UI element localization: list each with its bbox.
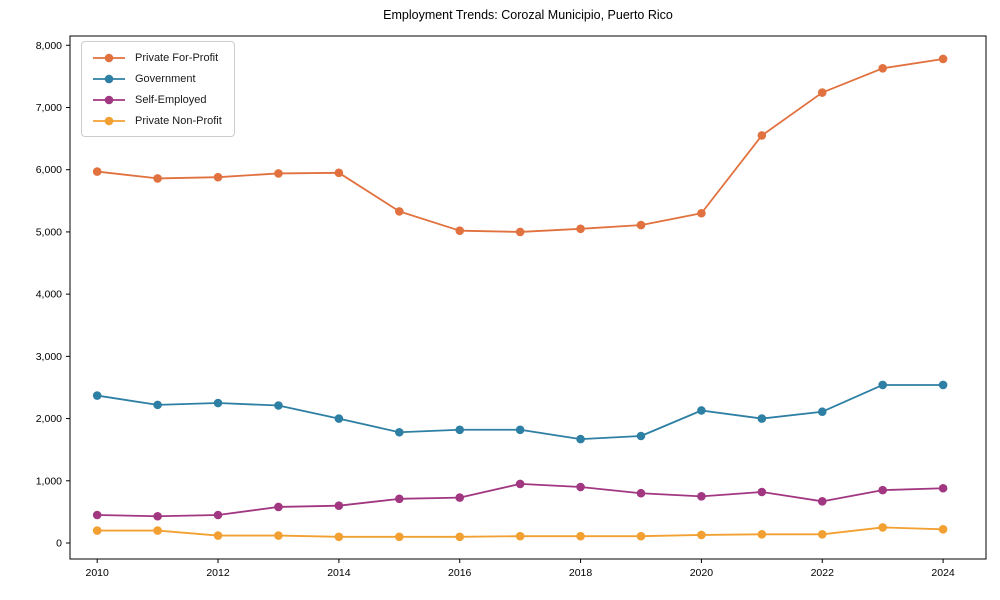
data-point-icon [515, 479, 525, 489]
data-point-icon [395, 494, 404, 504]
data-point-icon [757, 131, 767, 140]
legend-item-private-for-profit: Private For-Profit [92, 49, 222, 66]
data-point-icon [576, 531, 585, 541]
y-tick-label: 6,000 [36, 164, 62, 176]
data-point-icon [938, 483, 948, 493]
legend-line-marker-icon [93, 116, 125, 125]
x-tick-label: 2018 [569, 567, 593, 579]
legend: Private For-Profit Government Self-Employe… [81, 41, 235, 137]
data-point-icon [334, 168, 344, 178]
data-point-icon [817, 529, 827, 539]
data-point-icon [938, 380, 948, 390]
x-tick-label: 2020 [690, 567, 714, 579]
data-point-icon [213, 531, 223, 540]
y-tick-label: 1,000 [36, 475, 62, 487]
legend-item-label: Private For-Profit [135, 51, 219, 64]
legend-item-label: Self-Employed [135, 93, 207, 106]
data-point-icon [334, 532, 344, 542]
data-point-icon [817, 88, 827, 97]
data-point-icon [92, 167, 102, 176]
data-point-icon [92, 526, 102, 535]
legend-item-private-non-profit: Private Non-Profit [92, 112, 222, 129]
data-point-icon [334, 414, 344, 423]
data-point-icon [576, 224, 585, 234]
legend-line-marker-icon [93, 53, 125, 62]
data-point-icon [274, 502, 283, 512]
x-tick-label: 2010 [86, 567, 110, 579]
data-point-icon [757, 487, 767, 497]
data-point-icon [636, 431, 646, 441]
data-point-icon [576, 434, 585, 444]
x-tick-label: 2016 [448, 567, 472, 579]
data-point-icon [153, 526, 162, 535]
y-tick-label: 0 [56, 538, 62, 550]
data-point-icon [757, 529, 767, 539]
y-tick-label: 4,000 [36, 289, 62, 301]
data-point-icon [395, 427, 404, 437]
y-tick-label: 7,000 [36, 102, 62, 114]
data-point-icon [878, 485, 887, 495]
data-point-icon [455, 532, 465, 542]
data-point-icon [153, 511, 162, 521]
data-point-icon [817, 497, 827, 506]
data-point-icon [878, 380, 887, 390]
data-point-icon [274, 531, 283, 540]
legend-line-marker-icon [93, 74, 125, 83]
legend-item-self-employed: Self-Employed [92, 91, 222, 108]
x-tick-label: 2022 [811, 567, 835, 579]
data-point-icon [92, 391, 102, 400]
y-tick-label: 8,000 [36, 40, 62, 52]
data-point-icon [938, 525, 948, 534]
data-point-icon [697, 406, 706, 415]
legend-item-label: Private Non-Profit [135, 114, 222, 127]
series-line-self-employed [97, 483, 944, 518]
data-point-icon [153, 174, 162, 183]
data-point-icon [636, 531, 646, 541]
data-point-icon [697, 492, 706, 501]
data-point-icon [576, 482, 585, 492]
data-point-icon [92, 510, 102, 520]
data-point-icon [515, 227, 525, 237]
y-tick-label: 3,000 [36, 351, 62, 363]
data-point-icon [153, 400, 162, 410]
data-point-icon [213, 398, 223, 408]
data-point-icon [515, 531, 525, 541]
data-point-icon [274, 169, 283, 178]
data-point-icon [334, 501, 344, 510]
legend-item-label: Government [135, 72, 196, 85]
data-point-icon [213, 510, 223, 520]
chart-title: Employment Trends: Corozal Municipio, Pu… [383, 8, 673, 22]
data-point-icon [817, 407, 827, 417]
data-point-icon [213, 172, 223, 182]
data-point-icon [636, 488, 646, 498]
data-point-icon [455, 493, 465, 502]
legend-line-marker-icon [93, 95, 125, 104]
data-point-icon [878, 63, 887, 73]
legend-item-government: Government [92, 70, 222, 87]
data-point-icon [878, 523, 887, 532]
x-tick-label: 2024 [931, 567, 955, 579]
plot-frame [69, 35, 987, 560]
y-tick-label: 5,000 [36, 226, 62, 238]
data-point-icon [455, 425, 465, 435]
data-point-icon [697, 530, 706, 540]
data-point-icon [455, 226, 465, 235]
data-point-icon [636, 220, 646, 230]
data-point-icon [938, 54, 948, 64]
y-tick-label: 2,000 [36, 413, 62, 425]
data-point-icon [274, 401, 283, 410]
data-point-icon [395, 207, 404, 216]
data-point-icon [395, 532, 404, 542]
data-point-icon [757, 414, 767, 423]
x-tick-label: 2014 [327, 567, 351, 579]
data-point-icon [697, 208, 706, 218]
x-tick-label: 2012 [206, 567, 230, 579]
data-point-icon [515, 425, 525, 435]
